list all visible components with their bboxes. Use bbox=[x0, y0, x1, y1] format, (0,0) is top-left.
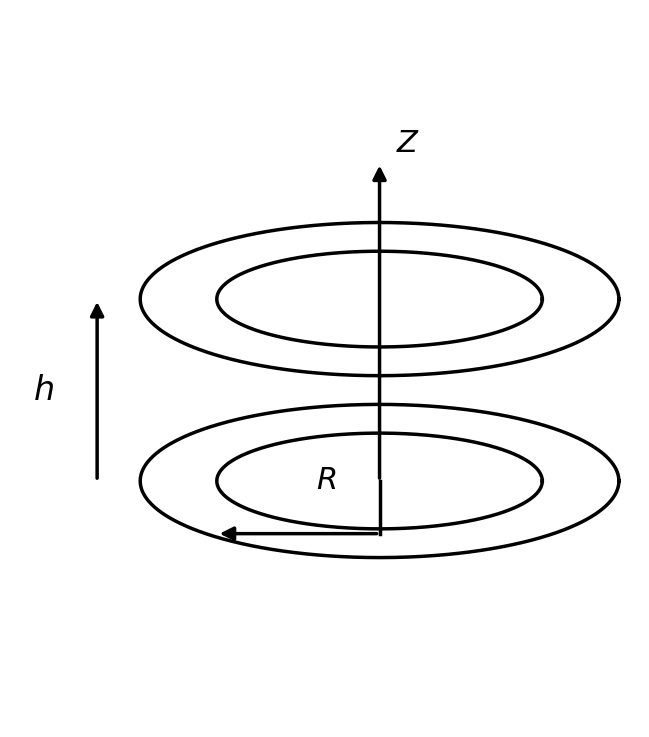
Text: h: h bbox=[34, 374, 55, 407]
Text: Z: Z bbox=[397, 129, 417, 158]
Text: R: R bbox=[316, 467, 337, 495]
